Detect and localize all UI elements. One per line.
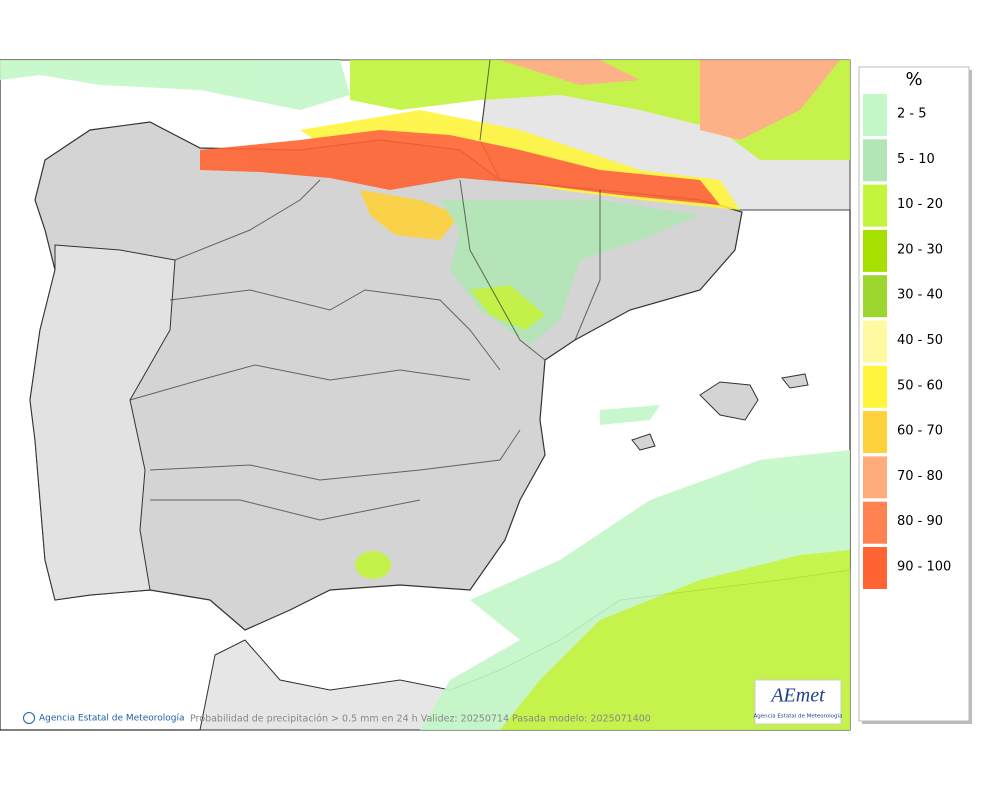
legend-label: 2 - 5: [897, 107, 927, 122]
precip-area: [470, 285, 545, 330]
logo-box: [754, 679, 842, 725]
legend-label: 60 - 70: [897, 424, 943, 439]
legend-swatch: [863, 184, 887, 227]
legend-swatch: [863, 229, 887, 272]
mallorca: [699, 381, 759, 421]
legend-swatch: [863, 501, 887, 544]
portugal-land: [29, 244, 176, 601]
caption-text: Probabilidad de precipitación > 0.5 mm e…: [190, 714, 651, 725]
copyright-icon: [23, 712, 35, 724]
legend-label: 40 - 50: [897, 333, 943, 348]
legend-items: 2 - 5 5 - 10 10 - 20 20 - 30 30 - 40 40 - 50 5…: [863, 94, 951, 589]
legend-label: 5 - 10: [897, 152, 935, 167]
menorca: [781, 373, 809, 389]
legend-swatch: [863, 139, 887, 182]
legend-label: 10 - 20: [897, 197, 943, 212]
legend-label: 50 - 60: [897, 378, 943, 393]
legend-swatch: [863, 411, 887, 454]
precip-area: [360, 190, 460, 240]
precip-field: [0, 60, 850, 730]
legend-swatch: [863, 456, 887, 499]
map: [0, 59, 851, 731]
legend-label: 20 - 30: [897, 242, 943, 257]
precip-area: [500, 60, 840, 140]
legend-label: 30 - 40: [897, 288, 943, 303]
legend-label: 90 - 100: [897, 560, 951, 575]
legend-label: 80 - 90: [897, 514, 943, 529]
legend-swatch: [863, 547, 887, 589]
legend-title: %: [905, 69, 922, 90]
precip-area: [0, 60, 350, 110]
credit-text: Agencia Estatal de Meteorología: [39, 714, 185, 724]
precip-area: [200, 130, 720, 205]
legend-swatch: [863, 94, 887, 136]
legend-swatch: [863, 365, 887, 408]
legend-label: 70 - 80: [897, 469, 943, 484]
region-borders: [129, 59, 601, 521]
logo-name: AEmet: [769, 685, 825, 707]
legend-swatch: [863, 275, 887, 318]
logo-subtitle: Agencia Estatal de Meteorología: [754, 713, 843, 720]
ibiza: [631, 433, 656, 451]
legend-swatch: [863, 320, 887, 363]
precip-area: [600, 405, 660, 425]
precip-area: [355, 551, 391, 579]
